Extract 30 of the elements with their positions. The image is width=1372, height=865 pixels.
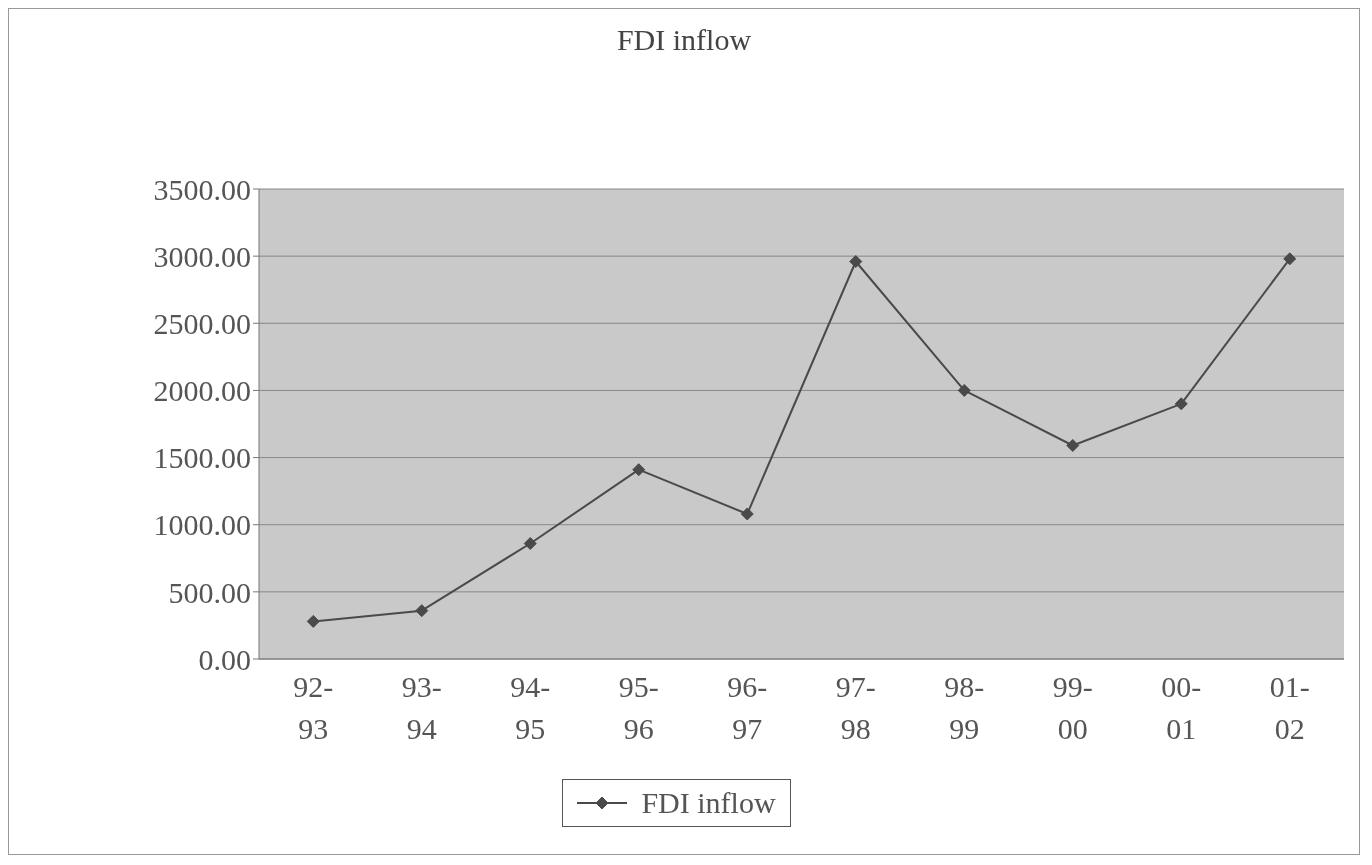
y-tick-label: 2500.00: [153, 306, 251, 340]
x-tick-label: 96-97: [727, 670, 768, 745]
x-tick-label: 00-01: [1161, 670, 1202, 745]
point: [957, 383, 971, 397]
chart-title: FDI inflow: [615, 23, 753, 57]
point: [1174, 397, 1188, 411]
x-tick-label: 94-95: [510, 670, 551, 745]
point: [415, 604, 429, 618]
x-tick-label: 95-96: [618, 670, 659, 745]
y-tick-label: 1500.00: [153, 441, 251, 475]
x-tick-label: 93-94: [401, 670, 442, 745]
y-tick-label: 1000.00: [153, 508, 251, 542]
point: [632, 463, 646, 477]
x-tick-label: 99-00: [1052, 670, 1093, 745]
point: [1283, 252, 1297, 266]
x-tick-label: 98-99: [944, 670, 985, 745]
y-tick-label: 3500.00: [153, 172, 251, 206]
x-tick-label: 97-98: [835, 670, 876, 745]
y-tick-label: 2000.00: [153, 374, 251, 408]
point: [740, 507, 754, 521]
point: [523, 537, 537, 551]
x-tick-label: 01-02: [1269, 670, 1310, 745]
legend-label: FDI inflow: [641, 786, 776, 820]
y-tick-label: 3000.00: [153, 239, 251, 273]
point: [849, 255, 863, 269]
x-tick-label: 92-93: [293, 670, 334, 745]
point: [1066, 438, 1080, 452]
point: [306, 614, 320, 628]
y-tick-label: 500.00: [168, 575, 251, 609]
y-tick-label: 0.00: [198, 642, 251, 676]
